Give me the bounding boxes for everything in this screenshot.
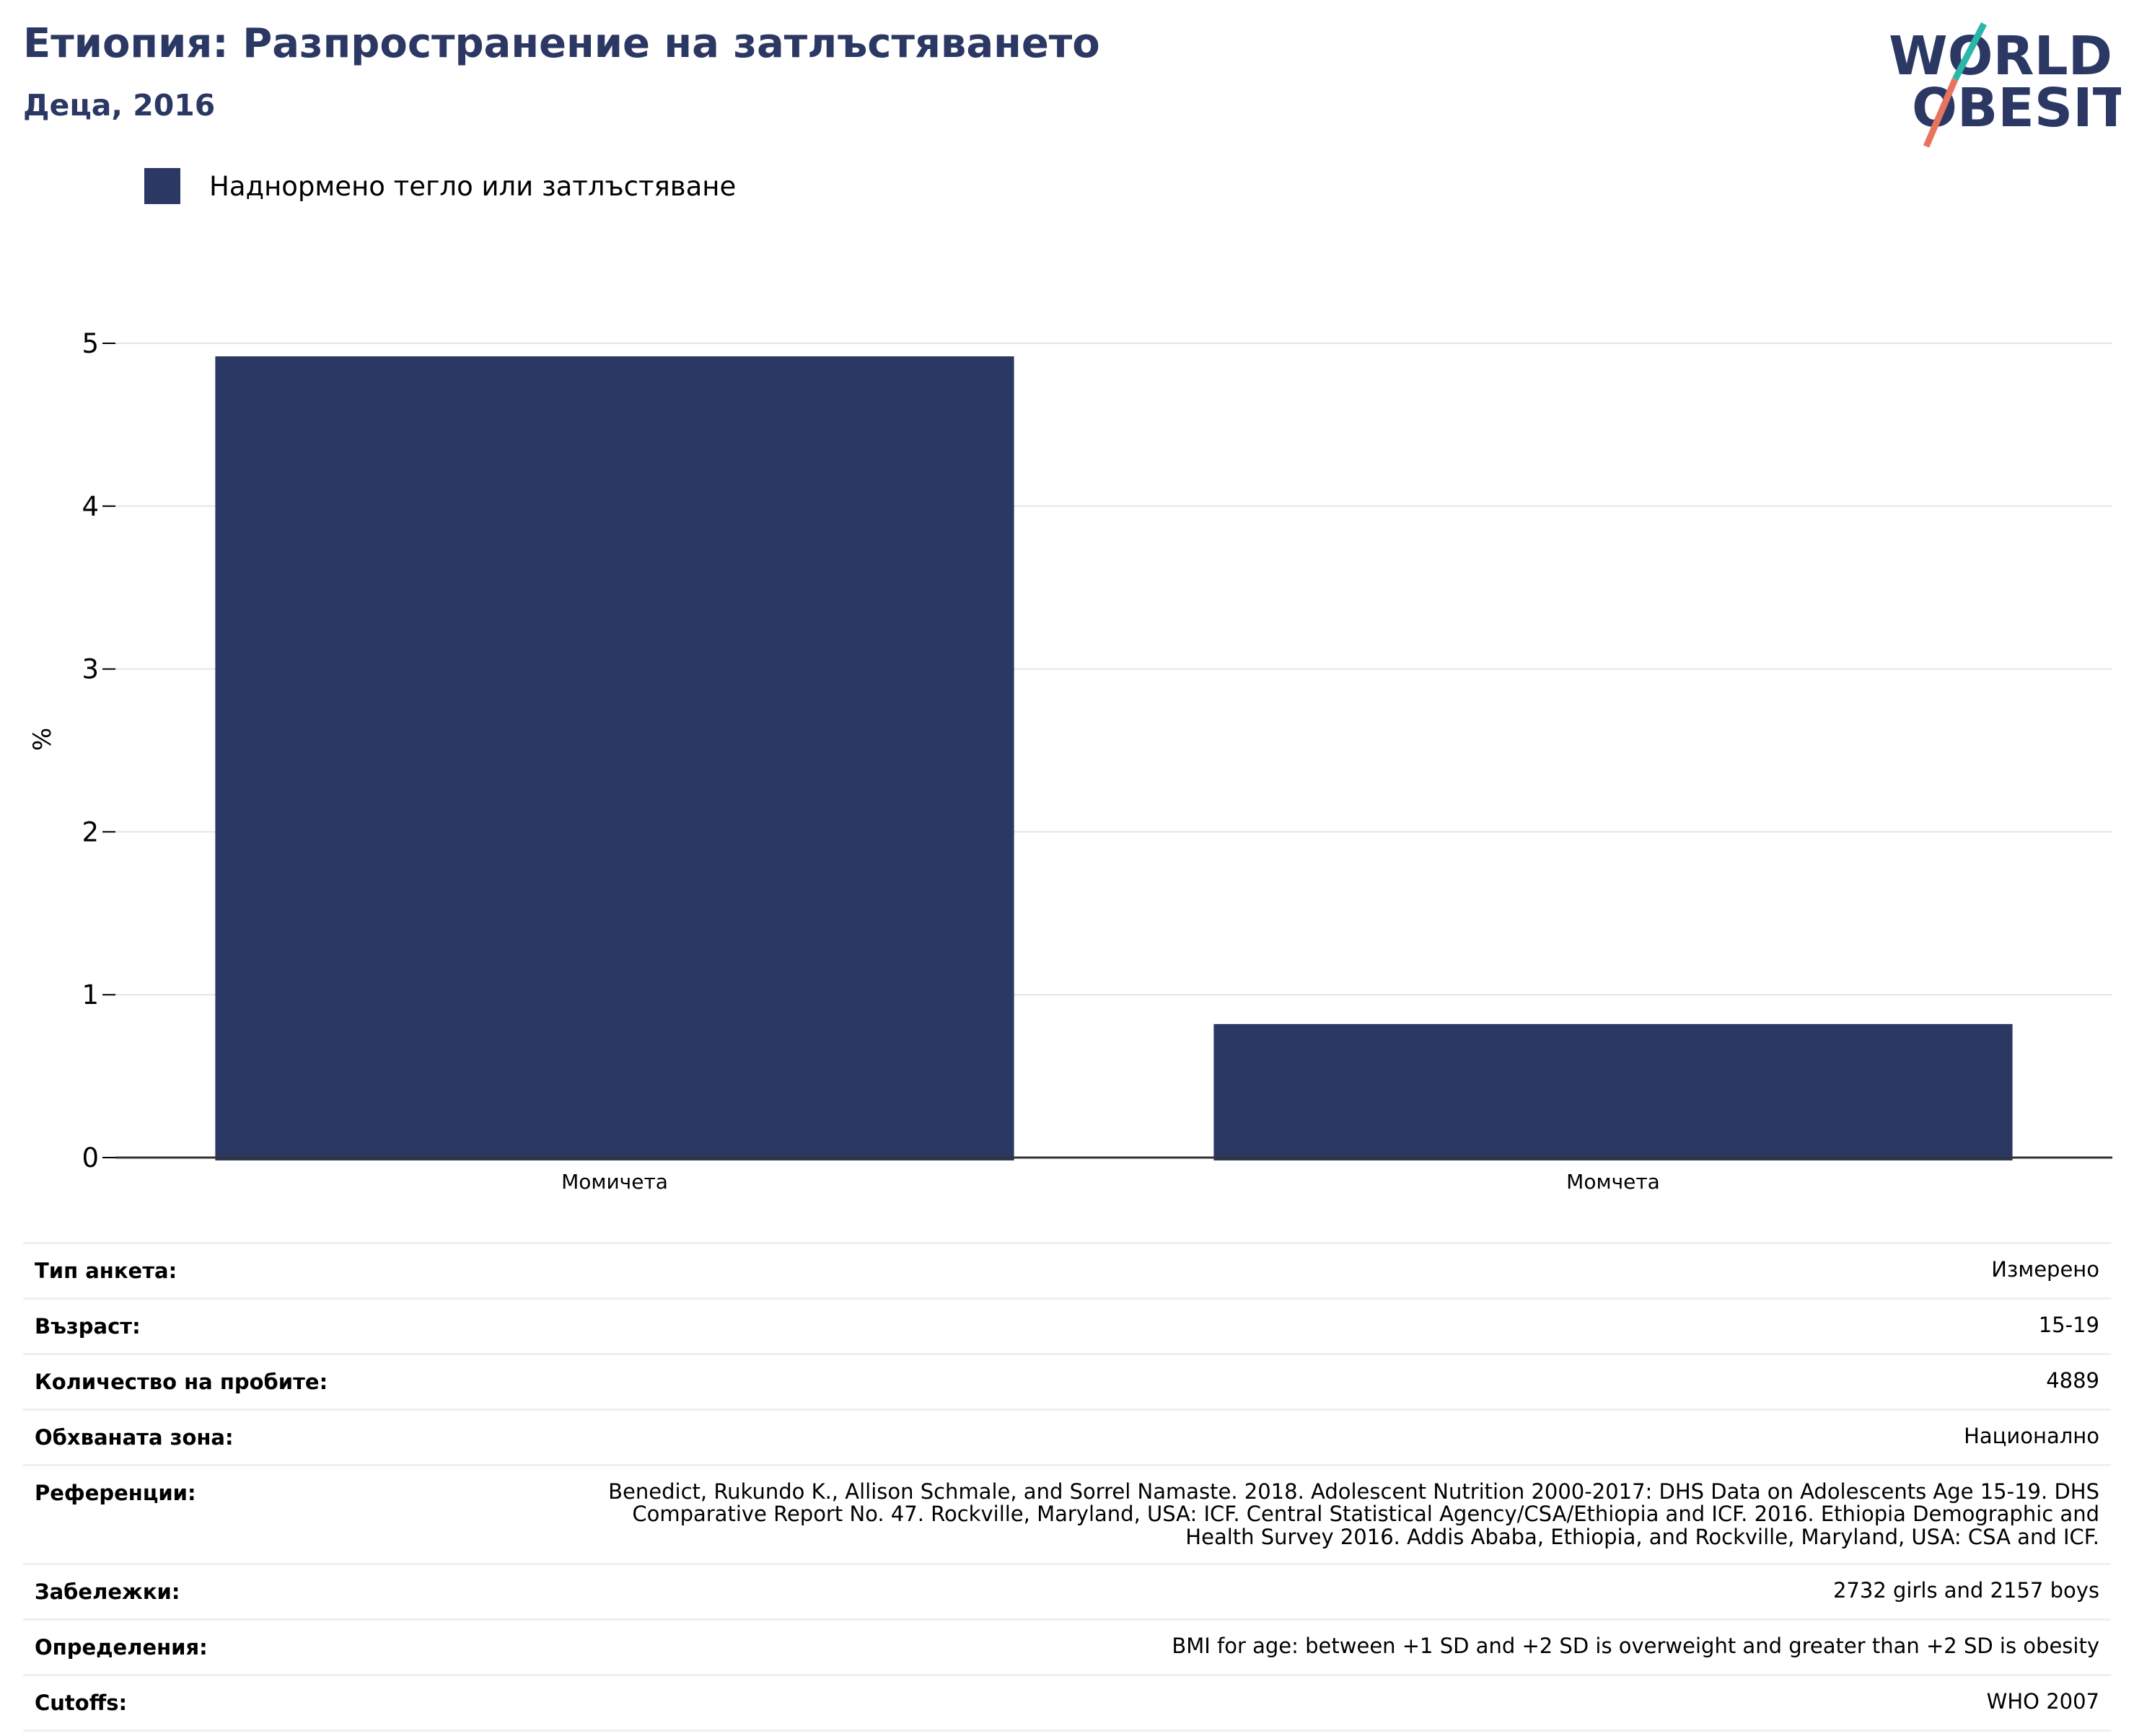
x-tick-label: Момичета [561, 1170, 668, 1194]
metadata-key: Количество на пробите: [23, 1353, 551, 1410]
metadata-value: Benedict, Rukundo K., Allison Schmale, a… [551, 1464, 2111, 1564]
y-tick-label: 1 [82, 979, 99, 1010]
bars [215, 356, 2013, 1161]
metadata-value-text: Национално [1964, 1424, 2099, 1448]
metadata-value-text: 4889 [2046, 1368, 2099, 1393]
metadata-value-text: 15-19 [2038, 1313, 2099, 1337]
metadata-value: 4889 [551, 1353, 2111, 1410]
metadata-row: Cutoffs: WHO 2007 [23, 1673, 2111, 1732]
metadata-row: Референции: Benedict, Rukundo K., Allison… [23, 1464, 2111, 1564]
metadata-row: Тип анкета: Измерено [23, 1242, 2111, 1299]
metadata-value-text: BMI for age: between +1 SD and +2 SD is … [1172, 1633, 2099, 1658]
chart-title: Етиопия: Разпространение на затлъстяване… [23, 20, 1100, 67]
y-tick-label: 5 [82, 328, 99, 359]
logo-text-world: WORLD [1889, 25, 2112, 87]
metadata-value: 15-19 [551, 1297, 2111, 1354]
x-axis-ticks: Момичета Момчета [115, 1156, 2112, 1194]
legend: Наднормено тегло или затлъстяване [144, 166, 736, 206]
metadata-key: Тип анкета: [23, 1242, 551, 1299]
metadata-row: Количество на пробите: 4889 [23, 1353, 2111, 1410]
y-tick-label: 0 [82, 1142, 99, 1173]
metadata-key: Определения: [23, 1618, 551, 1675]
metadata-row: Определения: BMI for age: between +1 SD a… [23, 1618, 2111, 1675]
metadata-value: BMI for age: between +1 SD and +2 SD is … [551, 1618, 2111, 1675]
metadata-value-text: Измерено [1991, 1257, 2099, 1282]
logo-text-obesity: OBESITY [1912, 77, 2121, 139]
metadata-value-text: WHO 2007 [1986, 1688, 2099, 1714]
bar-1 [215, 356, 1014, 1161]
metadata-value: WHO 2007 [551, 1673, 2111, 1732]
y-axis-ticks: 0 1 2 3 4 5 [82, 328, 115, 1173]
metadata-value-text: 2732 girls and 2157 boys [1832, 1577, 2099, 1603]
y-tick-label: 4 [82, 491, 99, 522]
metadata-row: Възраст: 15-19 [23, 1297, 2111, 1354]
metadata-value: Измерено [551, 1242, 2111, 1299]
y-axis-label: % [28, 728, 57, 751]
legend-label: Наднормено тегло или затлъстяване [209, 170, 737, 202]
bar-chart: 0 1 2 3 4 5 Момичета Момчета % [28, 328, 2112, 1194]
y-tick-label: 3 [82, 654, 99, 685]
chart-subtitle: Деца, 2016 [23, 88, 216, 123]
metadata-value: 2732 girls and 2157 boys [551, 1562, 2111, 1620]
metadata-key: Възраст: [23, 1297, 551, 1354]
legend-swatch [144, 168, 180, 204]
metadata-row: Обхваната зона: Национално [23, 1409, 2111, 1466]
world-obesity-logo: WORLD OBESITY [1889, 22, 2121, 148]
metadata-row: Забележки: 2732 girls and 2157 boys [23, 1562, 2111, 1620]
metadata-key: Cutoffs: [23, 1673, 551, 1732]
metadata-value-text: Benedict, Rukundo K., Allison Schmale, a… [608, 1479, 2099, 1549]
metadata-key: Забележки: [23, 1562, 551, 1620]
survey-metadata-table: Тип анкета: Измерено Възраст: 15-19 Количест… [23, 1242, 2111, 1732]
metadata-key: Референции: [23, 1464, 551, 1564]
bar-2 [1213, 1023, 2013, 1160]
x-tick-label: Момчета [1566, 1170, 1660, 1194]
metadata-value: Национално [551, 1409, 2111, 1466]
y-tick-label: 2 [82, 816, 99, 847]
metadata-key: Обхваната зона: [23, 1409, 551, 1466]
